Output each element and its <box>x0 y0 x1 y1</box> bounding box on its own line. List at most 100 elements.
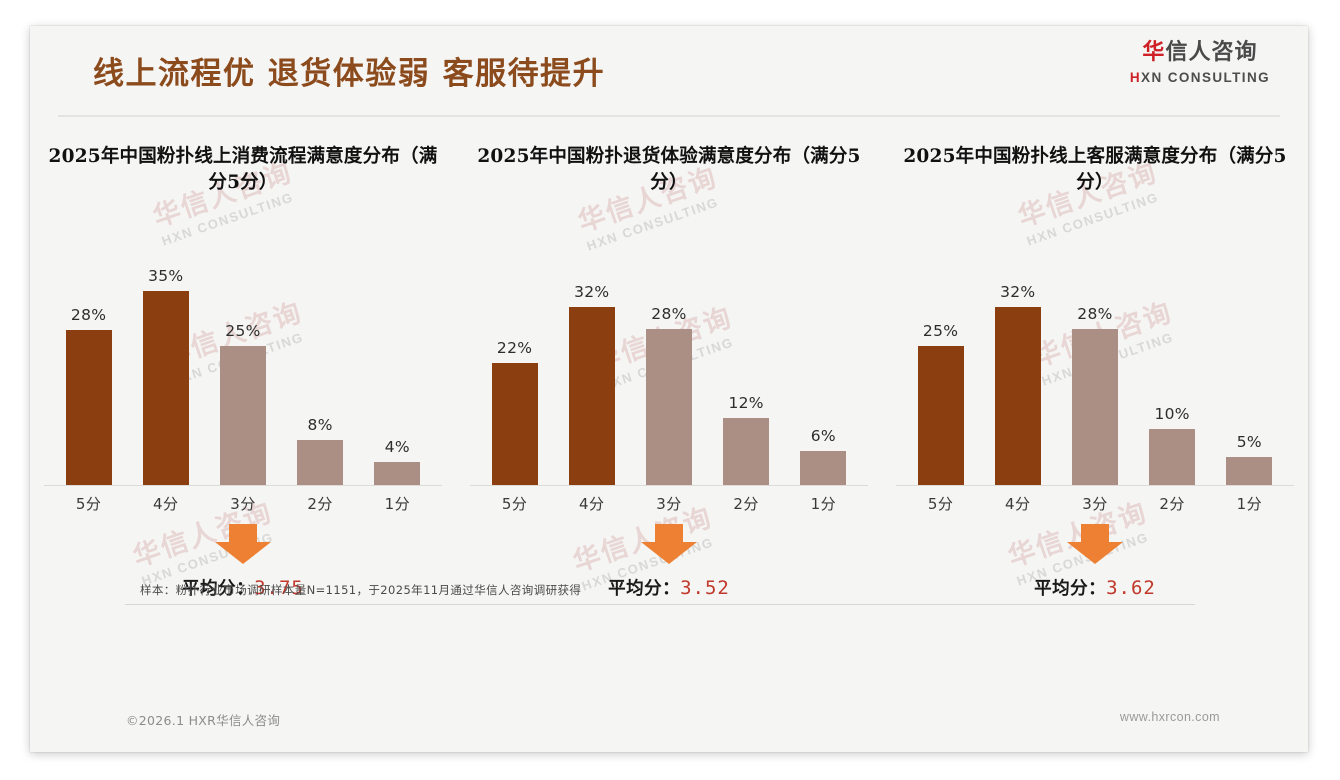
x-tick-label: 1分 <box>1236 494 1263 513</box>
bar-value-label: 25% <box>225 322 261 340</box>
header-divider <box>58 115 1280 117</box>
average-score-block: 平均分：3.62 <box>896 520 1294 606</box>
average-score-label: 平均分： <box>608 579 681 599</box>
average-score-text: 平均分：3.62 <box>1034 575 1156 600</box>
x-tick-label: 2分 <box>307 494 333 513</box>
x-tick-label: 2分 <box>1159 494 1185 513</box>
bar-rect <box>723 418 770 485</box>
bar-value-label: 28% <box>651 305 687 323</box>
x-tick-label: 4分 <box>1005 494 1031 513</box>
website-text: www.hxrcon.com <box>1119 710 1220 724</box>
x-tick-label: 3分 <box>230 494 256 513</box>
bar-item: 4% <box>361 261 434 485</box>
down-arrow-icon <box>1067 524 1123 564</box>
x-axis-labels: 5分 4分 3分 2分 1分 <box>50 490 436 516</box>
page-title: 线上流程优 退货体验弱 客服待提升 <box>93 56 606 92</box>
x-tick-label: 5分 <box>501 494 528 513</box>
copyright-text: ©2026.1 HXR华信人咨询 <box>126 713 281 728</box>
x-axis-line <box>44 485 442 486</box>
bar-item: 28% <box>1058 261 1131 485</box>
average-score-block: 平均分：3.52 <box>470 520 868 606</box>
logo-cn-rest: 信人咨询 <box>1165 40 1258 65</box>
bar-rect <box>994 307 1041 485</box>
x-tick-label: 3分 <box>656 494 682 513</box>
logo-english-name: HXN CONSULTING <box>1130 71 1270 85</box>
bar-rect <box>219 346 266 485</box>
bar-value-label: 4% <box>384 438 410 456</box>
bar-value-label: 10% <box>1154 405 1190 423</box>
down-arrow-icon <box>641 524 697 564</box>
bar-item: 6% <box>787 261 860 485</box>
bar-item: 28% <box>632 261 705 485</box>
bar-chart: 28% 35% 25% 8% <box>44 246 442 516</box>
chart-title: 2025年中国粉扑线上客服满意度分布（满分5分） <box>903 146 1287 194</box>
bar-value-label: 28% <box>70 306 107 324</box>
bar-item: 32% <box>555 261 628 485</box>
average-score-value: 3.52 <box>680 577 730 599</box>
average-score-block: 平均分：3.75 <box>44 520 442 606</box>
bar-rect <box>374 462 421 485</box>
bar-value-label: 12% <box>728 394 764 412</box>
chart-panel-process: 2025年中国粉扑线上消费流程满意度分布（满分5分） 28% 35% 25% <box>30 144 456 606</box>
average-score-value: 3.75 <box>254 577 304 599</box>
bar-rect <box>297 440 344 485</box>
x-tick-label: 5分 <box>927 494 954 513</box>
bar-value-label: 32% <box>574 283 610 301</box>
x-tick-label: 5分 <box>75 494 102 513</box>
bar-chart: 25% 32% 28% 10% <box>896 246 1294 516</box>
x-axis-line <box>470 485 868 486</box>
bar-item: 35% <box>129 261 202 485</box>
slide-footer: ©2026.1 HXR华信人咨询 www.hxrcon.com <box>30 710 1308 730</box>
bar-rect <box>645 329 692 485</box>
slide-header: 线上流程优 退货体验弱 客服待提升 华信人咨询 HXN CONSULTING <box>30 26 1308 118</box>
sample-note: 样本：粉扑行业市场调研样本量N=1151，于2025年11月通过华信人咨询调研获… <box>140 583 582 597</box>
bar-rect <box>1071 329 1118 485</box>
bar-rect <box>65 330 112 485</box>
bar-value-label: 28% <box>1077 305 1113 323</box>
logo-hua-char: 华 <box>1142 40 1166 65</box>
bar-item: 12% <box>709 261 782 485</box>
bar-item: 25% <box>206 261 279 485</box>
bar-group: 28% 35% 25% 8% <box>50 261 436 485</box>
bar-chart: 22% 32% 28% 12% <box>470 246 868 516</box>
charts-row: 2025年中国粉扑线上消费流程满意度分布（满分5分） 28% 35% 25% <box>30 144 1308 606</box>
bar-group: 25% 32% 28% 10% <box>902 261 1288 485</box>
chart-panel-service: 2025年中国粉扑线上客服满意度分布（满分5分） 25% 32% 28% <box>882 144 1308 606</box>
bar-rect <box>491 363 538 485</box>
x-tick-label: 1分 <box>384 494 411 513</box>
bar-item: 10% <box>1135 261 1208 485</box>
chart-title: 2025年中国粉扑线上消费流程满意度分布（满分5分） <box>48 146 438 194</box>
bar-rect <box>1226 457 1273 485</box>
bar-value-label: 35% <box>148 267 184 285</box>
bar-value-label: 6% <box>810 427 836 445</box>
x-tick-label: 3分 <box>1082 494 1108 513</box>
average-score-text: 平均分：3.52 <box>608 575 730 600</box>
average-score-text: 平均分：3.75 <box>182 575 304 600</box>
x-tick-label: 4分 <box>579 494 605 513</box>
bar-item: 8% <box>283 261 356 485</box>
bar-group: 22% 32% 28% 12% <box>476 261 862 485</box>
x-axis-line <box>896 485 1294 486</box>
bar-value-label: 32% <box>1000 283 1036 301</box>
bar-rect <box>917 346 964 485</box>
bar-rect <box>1149 429 1196 485</box>
average-score-value: 3.62 <box>1106 577 1156 599</box>
bar-rect <box>568 307 615 485</box>
bar-item: 28% <box>52 261 125 485</box>
average-score-label: 平均分： <box>1034 579 1107 599</box>
x-tick-label: 1分 <box>810 494 837 513</box>
bar-value-label: 8% <box>307 416 333 434</box>
company-logo: 华信人咨询 HXN CONSULTING <box>1130 42 1270 85</box>
average-score-label: 平均分： <box>182 579 255 599</box>
bar-value-label: 22% <box>496 339 533 357</box>
bar-item: 25% <box>904 261 977 485</box>
x-axis-labels: 5分 4分 3分 2分 1分 <box>902 490 1288 516</box>
bar-value-label: 25% <box>922 322 959 340</box>
slide-card: 华信人咨询 HXN CONSULTING 华信人咨询 HXN CONSULTIN… <box>30 26 1308 752</box>
bar-rect <box>142 291 189 485</box>
x-axis-labels: 5分 4分 3分 2分 1分 <box>476 490 862 516</box>
chart-panel-return: 2025年中国粉扑退货体验满意度分布（满分5分） 22% 32% 28% <box>456 144 882 606</box>
bar-rect <box>800 451 847 485</box>
bar-item: 32% <box>981 261 1054 485</box>
bar-item: 22% <box>478 261 551 485</box>
